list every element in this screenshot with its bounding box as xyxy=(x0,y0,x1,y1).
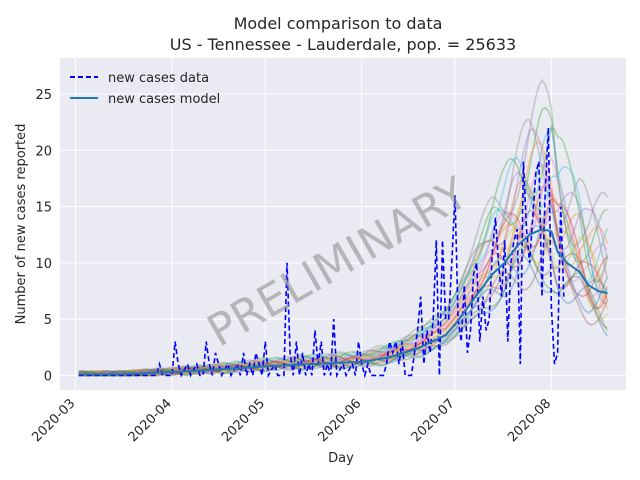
x-axis-label: Day xyxy=(328,451,354,466)
model-realization-line xyxy=(78,118,609,377)
y-axis-label: Number of new cases reported xyxy=(14,124,29,325)
model-realization-line xyxy=(78,127,609,377)
y-tick-labels: 0 5 10 15 20 25 xyxy=(35,88,52,384)
model-realization-line xyxy=(78,171,608,377)
model-realization-line xyxy=(78,164,608,377)
series-layer xyxy=(78,127,608,379)
y-tick-label: 25 xyxy=(35,88,52,103)
x-tick-label: 2020-08 xyxy=(505,396,554,445)
legend: new cases data new cases model xyxy=(70,71,220,107)
chart-title: Model comparison to data xyxy=(234,14,443,33)
x-tick-label: 2020-06 xyxy=(315,396,364,445)
x-tick-label: 2020-03 xyxy=(29,396,78,445)
y-tick-label: 5 xyxy=(44,313,52,328)
model-realization-line xyxy=(78,224,609,377)
series-line-new-cases-model xyxy=(78,228,608,376)
model-realization-line xyxy=(78,254,608,377)
legend-label-data: new cases data xyxy=(108,71,209,86)
model-realization-line xyxy=(78,127,609,377)
y-tick-label: 20 xyxy=(35,144,52,159)
legend-label-model: new cases model xyxy=(108,92,220,107)
x-tick-labels: 2020-03 2020-04 2020-05 2020-06 2020-07 2020-… xyxy=(29,396,554,445)
x-tick-label: 2020-05 xyxy=(219,396,268,445)
series-line-new-cases-data xyxy=(78,127,565,379)
model-realization-line xyxy=(78,245,609,377)
chart-subtitle: US - Tennessee - Lauderdale, pop. = 2563… xyxy=(170,35,516,54)
model-realization-line xyxy=(78,227,608,377)
y-tick-label: 10 xyxy=(35,257,52,272)
y-tick-label: 0 xyxy=(44,369,52,384)
x-tick-label: 2020-07 xyxy=(409,396,458,445)
x-tick-label: 2020-04 xyxy=(126,396,175,445)
model-realization-line xyxy=(78,106,608,377)
model-realization-line xyxy=(78,156,608,377)
y-tick-label: 15 xyxy=(35,201,52,216)
model-realization-line xyxy=(78,124,609,377)
